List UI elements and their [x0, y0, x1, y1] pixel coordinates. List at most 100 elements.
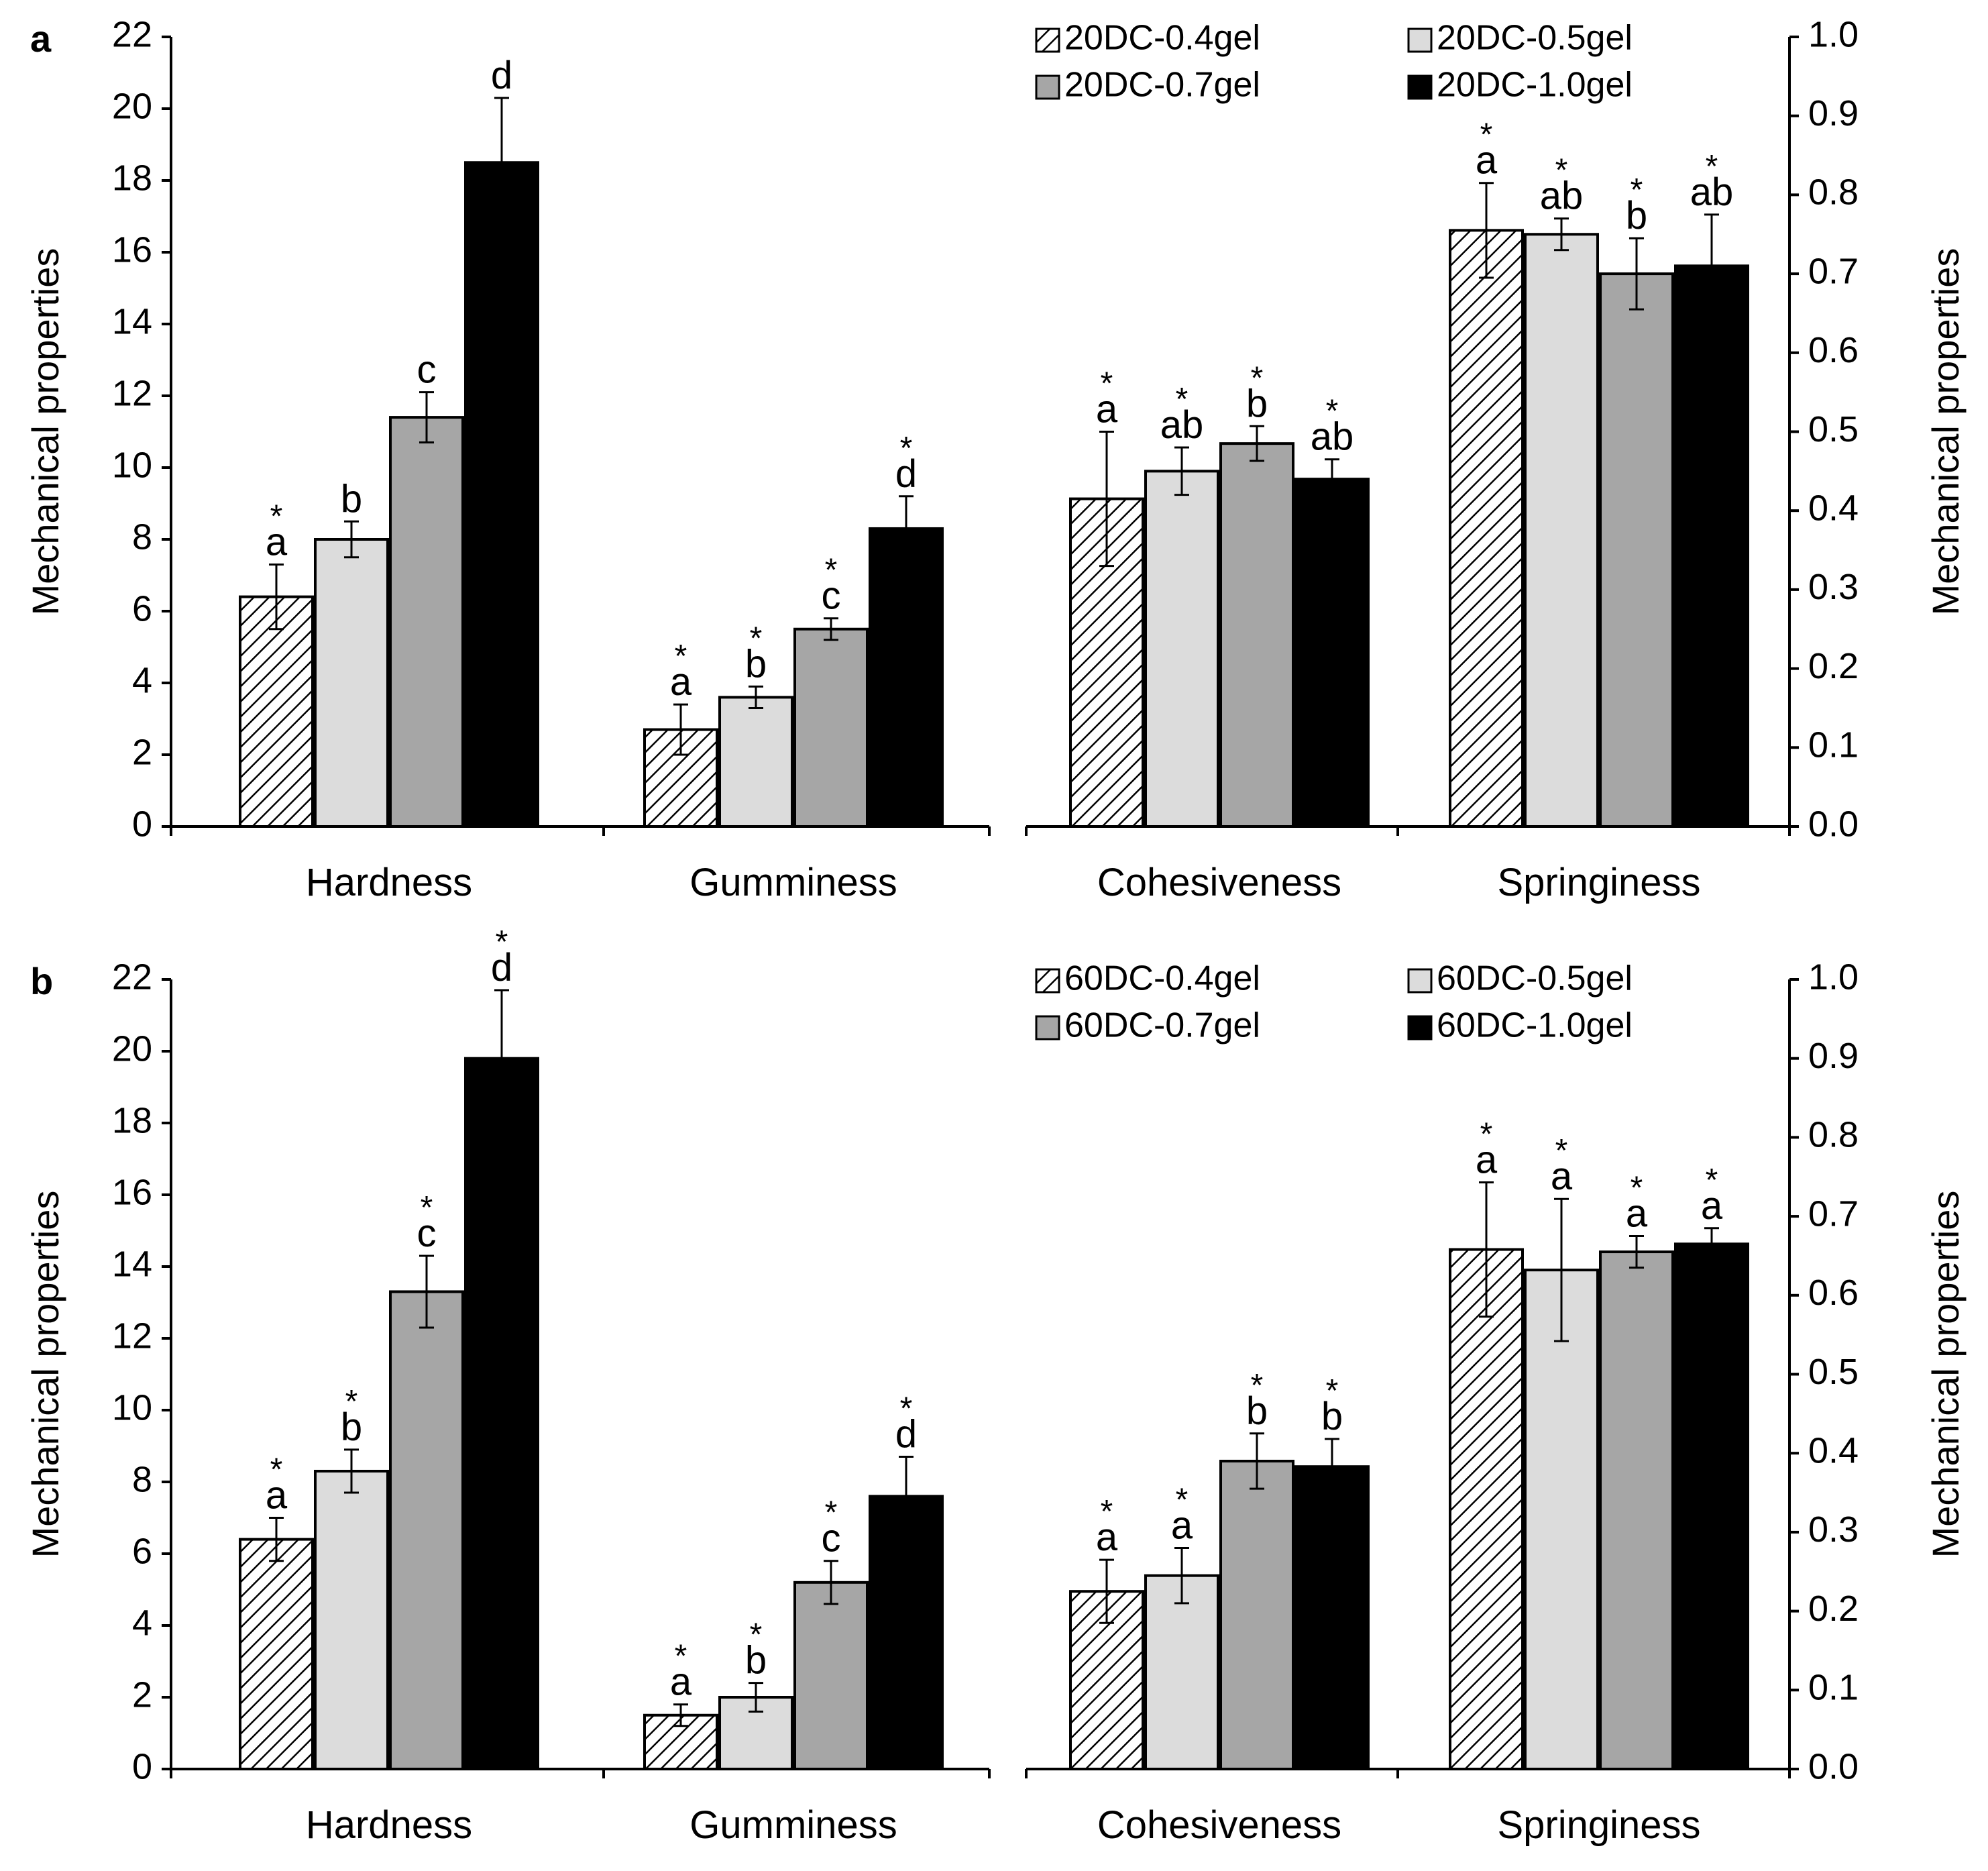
legend-label: 60DC-0.5gel — [1437, 959, 1633, 998]
category-label: Cohesiveness — [1097, 861, 1341, 904]
significance-letter: b — [1626, 194, 1647, 237]
right-tick-label: 0.2 — [1808, 646, 1859, 686]
right-tick-label: 1.0 — [1808, 957, 1859, 997]
significance-letter: a — [1701, 1184, 1723, 1228]
significance-star: * — [1480, 117, 1493, 153]
significance-letter: a — [670, 1660, 692, 1704]
significance-star: * — [1251, 1368, 1264, 1403]
right-tick-label: 0.2 — [1808, 1589, 1859, 1629]
group-springiness: a*a*a* a*Springiness — [1449, 1116, 1749, 1847]
bar — [793, 627, 869, 828]
legend-swatch — [1407, 28, 1433, 53]
significance-star: * — [1631, 1171, 1643, 1206]
significance-letter: d — [491, 946, 512, 990]
panel-a: a 0 2 4 6 8 10 12 14 16 18 20 22 Mechanical propertie… — [24, 14, 1967, 904]
significance-star: * — [900, 1391, 913, 1427]
significance-star: * — [1176, 382, 1189, 417]
category-label: Hardness — [306, 1803, 472, 1847]
right-tick-label: 0.1 — [1808, 725, 1859, 765]
left-tick-label: 22 — [112, 957, 152, 997]
left-tick-label: 4 — [132, 660, 152, 700]
bar — [869, 527, 944, 828]
bar — [1674, 1242, 1749, 1771]
significance-star: * — [1706, 1163, 1718, 1198]
category-label: Gumminess — [689, 861, 897, 904]
bar — [389, 1290, 464, 1770]
significance-letter: a — [266, 520, 288, 564]
right-tick-label: 1.0 — [1808, 14, 1859, 54]
significance-star: * — [825, 553, 838, 588]
left-tick-label: 10 — [112, 1387, 152, 1428]
left-tick-label: 20 — [112, 1028, 152, 1069]
significance-letter: d — [895, 452, 917, 496]
significance-letter: a — [1626, 1192, 1648, 1236]
panel-b: b 0 2 4 6 8 10 12 14 16 18 20 22 Mechanical propertie… — [24, 924, 1967, 1847]
significance-letter: b — [341, 477, 362, 521]
bar — [1219, 1459, 1294, 1770]
legend-label: 20DC-0.4gel — [1064, 19, 1260, 58]
bar — [1144, 1574, 1219, 1770]
bar — [464, 161, 539, 828]
significance-letter: c — [417, 1212, 437, 1255]
significance-star: * — [1251, 360, 1264, 396]
panel-letter: a — [30, 17, 52, 60]
bar — [718, 696, 793, 828]
right-tick-label: 0.5 — [1808, 409, 1859, 449]
right-tick-label: 0.5 — [1808, 1352, 1859, 1392]
category-label: Cohesiveness — [1097, 1803, 1341, 1847]
significance-letter: b — [745, 1639, 767, 1682]
significance-letter: a — [266, 1474, 288, 1517]
significance-letter: ab — [1311, 415, 1354, 459]
significance-star: * — [1101, 366, 1113, 402]
left-tick-label: 0 — [132, 1746, 152, 1786]
significance-letter: b — [1321, 1395, 1343, 1438]
bar — [869, 1495, 944, 1770]
panel-letter: b — [30, 960, 53, 1002]
significance-letter: a — [1476, 139, 1498, 182]
legend-swatch — [1407, 968, 1433, 994]
significance-star: * — [270, 498, 283, 534]
left-tick-label: 2 — [132, 732, 152, 772]
significance-star: * — [421, 1190, 433, 1226]
bar — [1219, 442, 1294, 828]
group-hardness: a* b c d Hardness — [239, 54, 539, 904]
bar — [1524, 1269, 1599, 1770]
significance-star: * — [825, 1495, 838, 1531]
legend-swatch — [1035, 28, 1060, 53]
significance-letter: d — [895, 1413, 917, 1456]
left-tick-label: 12 — [112, 1316, 152, 1356]
left-tick-label: 2 — [132, 1674, 152, 1715]
bar — [239, 595, 314, 828]
significance-star: * — [345, 1384, 358, 1420]
significance-letter: a — [1096, 388, 1118, 431]
right-tick-label: 0.6 — [1808, 330, 1859, 370]
left-tick-label: 20 — [112, 86, 152, 126]
significance-letter: a — [1096, 1515, 1118, 1559]
bar — [793, 1581, 869, 1771]
right-tick-label: 0.8 — [1808, 172, 1859, 213]
right-axis-title: Mechanical properties — [1924, 248, 1967, 616]
right-tick-label: 0.4 — [1808, 1430, 1859, 1471]
significance-letter: a — [1171, 1503, 1193, 1547]
right-tick-label: 0.0 — [1808, 804, 1859, 844]
left-tick-label: 6 — [132, 1531, 152, 1571]
category-label: Hardness — [306, 861, 472, 904]
legend-swatch — [1035, 968, 1060, 994]
bar — [1674, 264, 1749, 828]
group-cohesiveness: a* a*b*b*Cohesiveness — [1069, 1368, 1370, 1847]
left-tick-label: 8 — [132, 517, 152, 557]
right-tick-label: 0.1 — [1808, 1668, 1859, 1708]
right-axis-title: Mechanical properties — [1924, 1191, 1967, 1558]
category-label: Springiness — [1497, 861, 1700, 904]
left-tick-label: 0 — [132, 804, 152, 844]
bar — [1524, 233, 1599, 828]
legend-swatch — [1407, 1015, 1433, 1040]
significance-letter: a — [670, 660, 692, 704]
significance-star: * — [900, 431, 913, 466]
significance-star: * — [1555, 153, 1568, 189]
significance-star: * — [1326, 1373, 1339, 1409]
left-tick-label: 16 — [112, 229, 152, 270]
left-tick-label: 12 — [112, 373, 152, 413]
bar — [1294, 1465, 1370, 1770]
